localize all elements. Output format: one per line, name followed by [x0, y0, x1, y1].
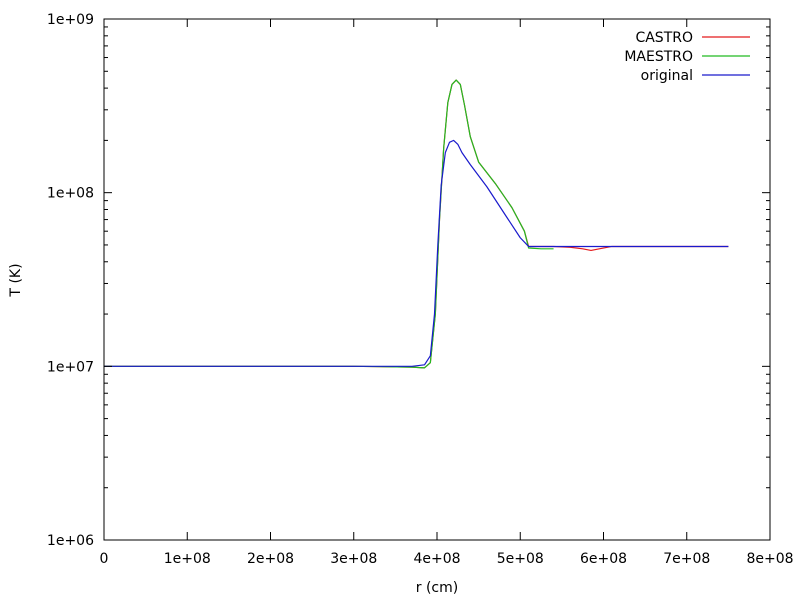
y-axis-title: T (K) [8, 263, 24, 297]
legend: CASTRO MAESTRO original [624, 30, 750, 84]
y-tick-label: 1e+09 [47, 12, 94, 28]
x-axis-title: r (cm) [416, 580, 458, 596]
legend-label: CASTRO [635, 30, 693, 46]
y-tick-label: 1e+08 [47, 186, 94, 202]
x-tick-label: 1e+08 [164, 551, 211, 567]
series-line-original [104, 139, 729, 367]
tick-labels-layer: 0 1e+08 2e+08 3e+08 4e+08 5e+08 6e+08 7e+08 8e+0… [47, 12, 794, 567]
x-tick-label: 2e+08 [247, 551, 294, 567]
y-tick-label: 1e+07 [47, 359, 94, 375]
legend-label: MAESTRO [624, 49, 693, 65]
x-tick-label: 8e+08 [746, 551, 793, 567]
x-tick-label: 4e+08 [413, 551, 460, 567]
ticks-layer [103, 18, 771, 541]
x-tick-label: 5e+08 [497, 551, 544, 567]
x-tick-label: 6e+08 [580, 551, 627, 567]
legend-label: original [641, 68, 693, 84]
x-tick-label: 0 [100, 551, 109, 567]
x-tick-label: 3e+08 [330, 551, 377, 567]
x-tick-label: 7e+08 [663, 551, 710, 567]
series-layer [104, 79, 729, 369]
y-tick-label: 1e+06 [47, 533, 94, 549]
